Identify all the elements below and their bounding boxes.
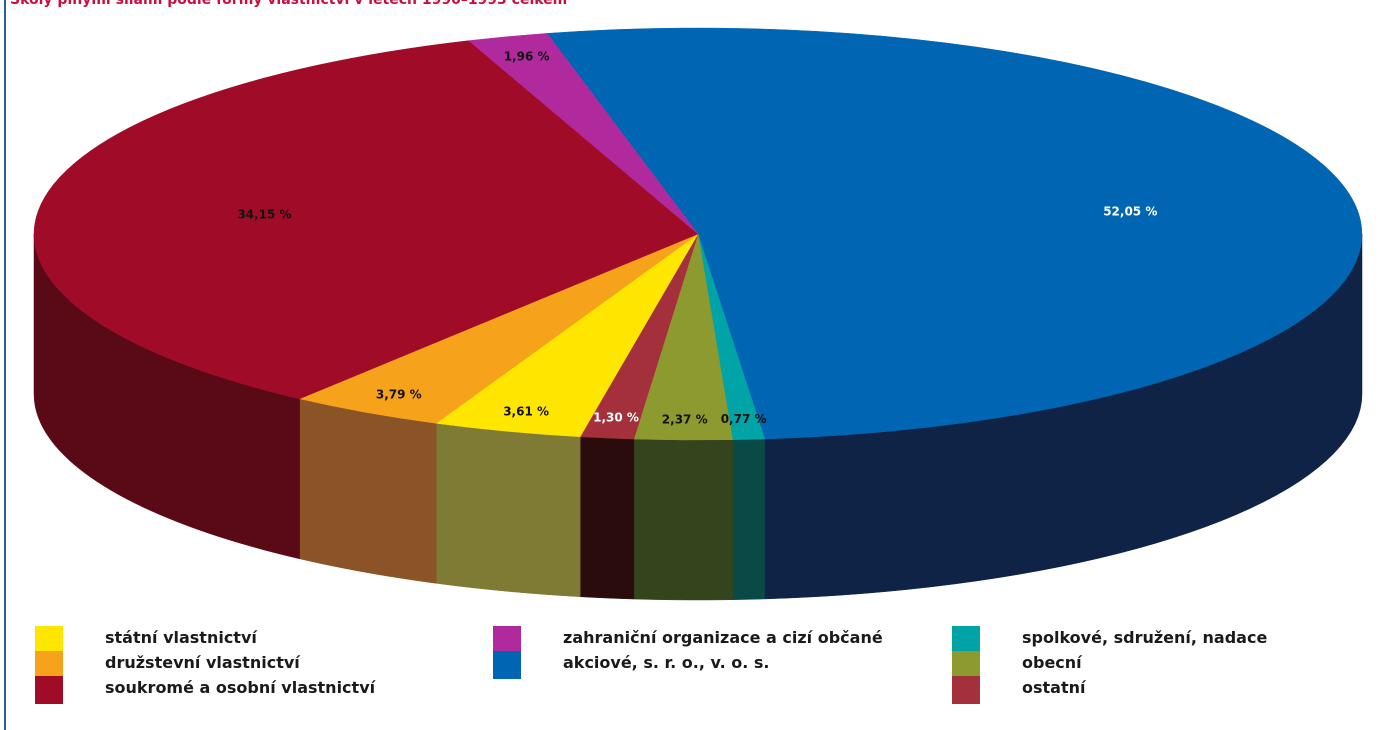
legend-swatch — [35, 676, 63, 704]
legend-swatch — [35, 651, 63, 679]
pie-side-druzstevni-vlastnictvi — [299, 398, 437, 584]
pie-side-ostatni — [579, 436, 635, 600]
legend-swatch — [493, 651, 521, 679]
chart-title: Skoly plnými silami podle formy vlastnic… — [10, 0, 568, 8]
pie-slice-soukrome-a-osobni-vlastnictvi — [33, 40, 699, 400]
legend-swatch — [493, 626, 521, 654]
pie-data-labels: 52,05 % 0,77 % 2,37 % 1,30 % 3,61 % 3,79 % 34,… — [237, 49, 1157, 426]
pie-chart: 52,05 % 0,77 % 2,37 % 1,30 % 3,61 % 3,79 % 34,… — [33, 27, 1363, 601]
data-label-spolkove-sdruzeni-nadace: 0,77 % — [721, 412, 767, 426]
data-label-statni-vlastnictvi: 3,61 % — [503, 405, 549, 419]
data-label-akciove-s-r-o-v-o-s: 52,05 % — [1103, 205, 1157, 219]
legend-label: zahraniční organizace a cizí občané — [563, 628, 883, 647]
legend-label: družstevní vlastnictví — [105, 653, 300, 672]
pie-side-statni-vlastnictvi — [435, 423, 581, 597]
legend-label: ostatní — [1022, 678, 1086, 697]
legend-swatch — [952, 651, 980, 679]
pie-slice-zahranicni-organizace-a-cizi-obcane — [468, 33, 699, 235]
legend-label: státní vlastnictví — [105, 628, 257, 647]
pie-sides — [33, 233, 1363, 601]
data-label-soukrome-a-osobni-vlastnictvi: 34,15 % — [237, 207, 291, 221]
data-label-zahranicni-organizace-a-cizi-obcane: 1,96 % — [504, 49, 550, 63]
frame-border — [4, 0, 6, 730]
pie-tops — [33, 27, 1363, 441]
legend-label: obecní — [1022, 653, 1082, 672]
legend-swatch — [952, 626, 980, 654]
legend-label: spolkové, sdružení, nadace — [1022, 628, 1268, 647]
data-label-obecni: 2,37 % — [662, 412, 708, 426]
data-label-druzstevni-vlastnictvi: 3,79 % — [376, 388, 422, 402]
pie-side-spolkove-sdruzeni-nadace — [732, 438, 765, 600]
legend-swatch — [35, 626, 63, 654]
pie-slice-akciove-s-r-o-v-o-s — [546, 27, 1363, 440]
legend-label: soukromé a osobní vlastnictví — [105, 678, 376, 697]
legend-label: akciové, s. r. o., v. o. s. — [563, 653, 770, 672]
data-label-ostatni: 1,30 % — [593, 411, 639, 425]
pie-side-obecni — [633, 438, 733, 601]
legend-swatch — [952, 676, 980, 704]
